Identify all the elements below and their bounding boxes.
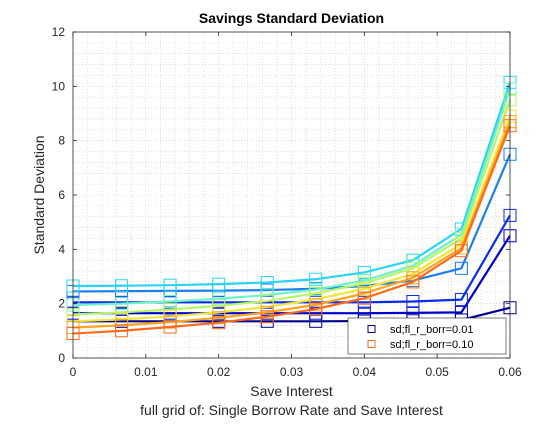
y-tick-label: 10 bbox=[52, 79, 66, 93]
legend-label: sd;fl_r_borr=0.10 bbox=[390, 339, 473, 351]
data-point-marker bbox=[406, 275, 420, 289]
x-tick-label: 0 bbox=[70, 365, 77, 379]
data-point-marker bbox=[163, 320, 177, 334]
data-point-marker bbox=[406, 294, 420, 308]
data-point-marker bbox=[115, 279, 129, 293]
data-point-marker bbox=[357, 291, 371, 305]
data-point-marker bbox=[309, 272, 323, 286]
x-axis-label: Save Interest bbox=[250, 383, 333, 399]
y-axis-label: Standard Deviation bbox=[31, 135, 47, 254]
ticks: 0 0.01 0.02 0.03 0.04 0.05 0.06 0 2 4 6 8 10 12 bbox=[52, 25, 522, 379]
data-point-marker bbox=[212, 316, 226, 330]
data-point-marker bbox=[115, 324, 129, 338]
legend-label: sd;fl_r_borr=0.01 bbox=[390, 324, 473, 336]
series-line bbox=[72, 88, 512, 307]
x-tick-label: 0.06 bbox=[498, 365, 522, 379]
legend-marker bbox=[367, 325, 376, 333]
x-tick-label: 0.04 bbox=[353, 365, 377, 379]
x-tick-label: 0.02 bbox=[207, 365, 231, 379]
data-point-marker bbox=[212, 277, 226, 291]
y-tick-label: 0 bbox=[58, 351, 65, 365]
legend: sd;fl_r_borr=0.01 sd;fl_r_borr=0.10 bbox=[347, 317, 507, 355]
series-line bbox=[72, 99, 512, 316]
y-tick-label: 6 bbox=[58, 188, 65, 202]
series-line bbox=[72, 115, 512, 323]
x-tick-label: 0.01 bbox=[134, 365, 158, 379]
data-point-marker bbox=[163, 278, 177, 292]
y-tick-label: 4 bbox=[58, 242, 65, 256]
data-point-marker bbox=[454, 244, 468, 258]
series-line bbox=[72, 81, 512, 288]
legend-marker bbox=[367, 340, 376, 348]
y-tick-label: 12 bbox=[52, 25, 66, 39]
y-tick-label: 2 bbox=[58, 297, 65, 311]
data-point-marker bbox=[454, 293, 468, 307]
data-point-marker bbox=[115, 297, 129, 311]
series-line bbox=[72, 121, 512, 329]
x-tick-label: 0.03 bbox=[280, 365, 304, 379]
chart-caption: full grid of: Single Borrow Rate and Sav… bbox=[140, 402, 443, 418]
series-line bbox=[72, 125, 512, 335]
data-point-marker bbox=[454, 261, 468, 275]
data-point-marker bbox=[309, 302, 323, 316]
data-point-marker bbox=[357, 265, 371, 279]
series-line bbox=[72, 153, 512, 293]
data-point-marker bbox=[163, 294, 177, 308]
data-point-marker bbox=[260, 310, 274, 324]
y-tick-label: 8 bbox=[58, 134, 65, 148]
x-tick-label: 0.05 bbox=[425, 365, 449, 379]
chart-title: Savings Standard Deviation bbox=[199, 10, 384, 26]
